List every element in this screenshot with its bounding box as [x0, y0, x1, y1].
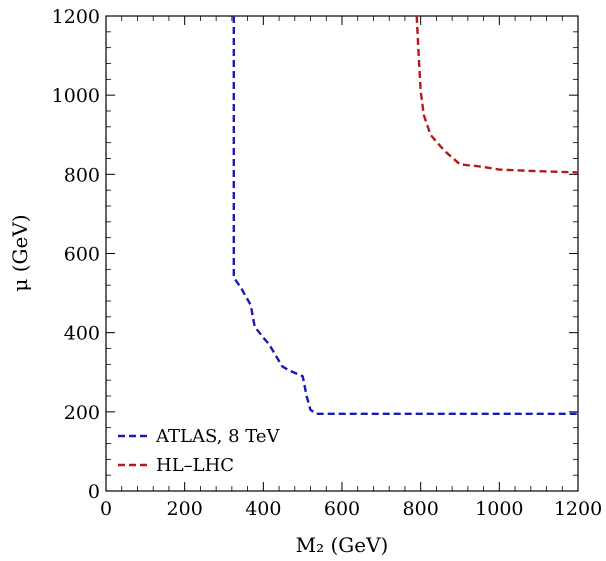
y-tick-label: 400	[64, 323, 100, 345]
plot-frame	[105, 15, 579, 492]
y-tick-label: 1000	[52, 85, 100, 107]
series-line-0	[232, 16, 578, 415]
x-tick-label: 600	[324, 498, 360, 520]
x-axis-title: M₂ (GeV)	[296, 533, 389, 557]
x-tick-label: 800	[403, 498, 439, 520]
x-tick-label: 1000	[475, 498, 523, 520]
y-tick-label: 0	[88, 481, 100, 503]
legend: ATLAS, 8 TeV HL–LHC	[118, 426, 281, 476]
x-tick-label: 400	[245, 498, 281, 520]
y-tick-label: 600	[64, 244, 100, 266]
x-tick-label: 0	[100, 498, 112, 520]
y-tick-label: 1200	[52, 6, 100, 28]
x-tick-label: 200	[167, 498, 203, 520]
legend-label-hl-lhc: HL–LHC	[156, 455, 234, 476]
axis-ticks: 0 200 400 600 800 1000 1200 0 200 400 600 800 1000 12…	[52, 6, 603, 520]
y-tick-label: 200	[64, 402, 100, 424]
legend-label-atlas: ATLAS, 8 TeV	[155, 426, 281, 447]
series-line-1	[415, 15, 579, 174]
y-axis-title: μ (GeV)	[8, 214, 32, 291]
y-tick-label: 800	[64, 164, 100, 186]
x-tick-label: 1200	[554, 498, 602, 520]
series-layer	[232, 15, 579, 415]
